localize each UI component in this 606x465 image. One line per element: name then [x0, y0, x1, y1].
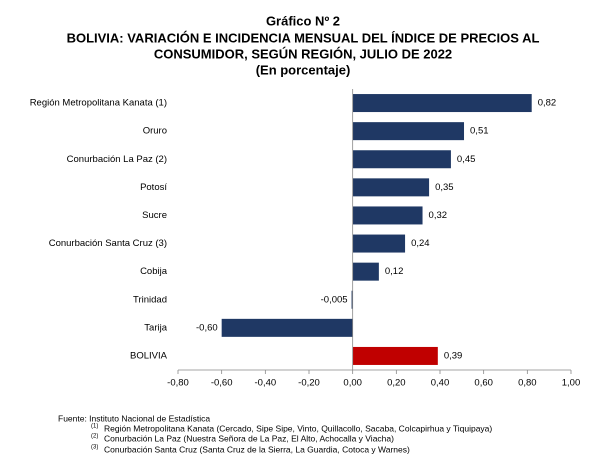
bar	[352, 94, 532, 113]
y-tick-label: Oruro	[143, 126, 167, 137]
y-tick-label: Sucre	[142, 210, 167, 221]
bar	[352, 346, 438, 365]
bar	[352, 262, 379, 281]
chart-title: Gráfico Nº 2	[266, 13, 340, 28]
x-tick-label: -0,60	[211, 378, 233, 389]
x-tick-label: -0,20	[298, 378, 320, 389]
y-tick-label: Región Metropolitana Kanata (1)	[30, 98, 167, 109]
y-tick-label: Potosí	[140, 182, 167, 193]
footnote: Región Metropolitana Kanata (Cercado, Si…	[104, 423, 492, 433]
bar	[352, 122, 465, 141]
bar	[351, 290, 353, 309]
value-label: 0,32	[429, 210, 448, 221]
footnote: Conurbación La Paz (Nuestra Señora de La…	[104, 433, 394, 443]
footnote-marker: (1)	[91, 424, 98, 430]
value-label: 0,35	[435, 182, 454, 193]
value-label: -0,005	[321, 294, 348, 305]
footnote-marker: (3)	[91, 445, 98, 451]
value-label: 0,39	[444, 350, 463, 361]
y-tick-label: Trinidad	[133, 294, 167, 305]
source: Fuente: Instituto Nacional de Estadístic…	[58, 413, 210, 423]
y-tick-label: BOLIVIA	[130, 350, 168, 361]
bar	[352, 150, 451, 169]
x-tick-label: 0,80	[518, 378, 537, 389]
y-tick-label: Cobija	[140, 266, 168, 277]
footnote-marker: (2)	[91, 434, 98, 440]
x-tick-label: -0,80	[167, 378, 189, 389]
unit-note: (En porcentaje)	[256, 62, 351, 77]
bar	[352, 178, 430, 197]
x-tick-label: 0,00	[343, 378, 362, 389]
x-tick-label: 0,60	[474, 378, 493, 389]
value-label: 0,51	[470, 126, 489, 137]
bar	[352, 206, 423, 225]
value-label: 0,24	[411, 238, 430, 249]
bar	[352, 234, 406, 253]
value-label: 0,82	[538, 98, 557, 109]
x-tick-label: 0,40	[431, 378, 450, 389]
value-label: 0,45	[457, 154, 476, 165]
value-label: -0,60	[196, 322, 218, 333]
footnote: Conurbación Santa Cruz (Santa Cruz de la…	[104, 444, 410, 454]
x-tick-label: 1,00	[562, 378, 581, 389]
x-tick-label: 0,20	[387, 378, 406, 389]
chart-subtitle: CONSUMIDOR, SEGÚN REGIÓN, JULIO DE 2022	[154, 46, 452, 61]
chart-subtitle: BOLIVIA: VARIACIÓN E INCIDENCIA MENSUAL …	[67, 30, 540, 45]
y-tick-label: Conurbación Santa Cruz (3)	[49, 238, 167, 249]
value-label: 0,12	[385, 266, 404, 277]
y-tick-label: Conurbación La Paz (2)	[67, 154, 167, 165]
bar	[221, 318, 353, 337]
x-tick-label: -0,40	[255, 378, 277, 389]
y-tick-label: Tarija	[144, 322, 167, 333]
